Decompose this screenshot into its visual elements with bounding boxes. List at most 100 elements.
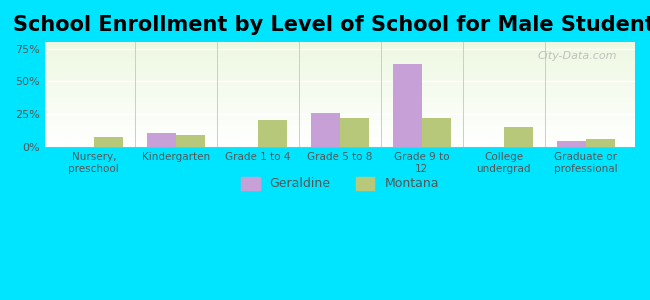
Bar [45, 43, 635, 44]
Bar [45, 123, 635, 124]
Bar [45, 99, 635, 100]
Bar [45, 77, 635, 78]
Bar [45, 134, 635, 136]
Bar [45, 59, 635, 60]
Bar [45, 143, 635, 144]
Bar [258, 120, 287, 147]
Bar [45, 92, 635, 94]
Bar [45, 116, 635, 117]
Bar [45, 124, 635, 125]
Bar [45, 61, 635, 62]
Bar [45, 60, 635, 61]
Bar [45, 131, 635, 132]
Bar [45, 104, 635, 105]
Bar [45, 125, 635, 126]
Bar [45, 85, 635, 86]
Bar [45, 62, 635, 63]
Bar [45, 69, 635, 70]
Bar [45, 52, 635, 54]
Bar [45, 109, 635, 110]
Bar [45, 122, 635, 123]
Bar [45, 102, 635, 103]
Bar [45, 54, 635, 55]
Bar [45, 128, 635, 129]
Bar [45, 98, 635, 99]
Bar [45, 119, 635, 120]
Bar [45, 83, 635, 84]
Bar [586, 139, 614, 147]
Bar [45, 118, 635, 119]
Bar [504, 128, 532, 147]
Bar [45, 140, 635, 141]
Bar [45, 81, 635, 82]
Bar [45, 121, 635, 122]
Bar [45, 120, 635, 121]
Bar [45, 88, 635, 89]
Bar [45, 55, 635, 56]
Bar [422, 118, 450, 147]
Bar [45, 108, 635, 109]
Legend: Geraldine, Montana: Geraldine, Montana [236, 172, 444, 196]
Bar [311, 113, 340, 147]
Bar [45, 73, 635, 74]
Bar [45, 129, 635, 130]
Bar [45, 94, 635, 96]
Bar [45, 48, 635, 50]
Bar [45, 111, 635, 112]
Bar [45, 56, 635, 57]
Bar [45, 117, 635, 118]
Bar [45, 46, 635, 47]
Bar [45, 70, 635, 71]
Bar [45, 144, 635, 145]
Bar [45, 76, 635, 77]
Bar [176, 135, 205, 147]
Bar [45, 90, 635, 92]
Bar [45, 84, 635, 85]
Bar [45, 74, 635, 75]
Bar [45, 112, 635, 113]
Bar [340, 118, 369, 147]
Bar [45, 65, 635, 66]
Bar [45, 145, 635, 146]
Bar [45, 113, 635, 115]
Bar [45, 142, 635, 143]
Bar [45, 110, 635, 111]
Bar [45, 82, 635, 83]
Bar [45, 115, 635, 116]
Bar [45, 79, 635, 80]
Bar [45, 58, 635, 59]
Bar [45, 96, 635, 97]
Bar [45, 89, 635, 90]
Bar [45, 106, 635, 107]
Bar [45, 136, 635, 138]
Bar [45, 105, 635, 106]
Bar [45, 87, 635, 88]
Bar [393, 64, 422, 147]
Text: City-Data.com: City-Data.com [538, 50, 618, 61]
Bar [45, 75, 635, 76]
Bar [45, 126, 635, 127]
Bar [45, 68, 635, 69]
Bar [45, 64, 635, 65]
Title: School Enrollment by Level of School for Male Students: School Enrollment by Level of School for… [13, 15, 650, 35]
Bar [45, 66, 635, 67]
Bar [45, 103, 635, 104]
Bar [45, 47, 635, 48]
Bar [45, 146, 635, 147]
Bar [45, 67, 635, 68]
Bar [45, 132, 635, 134]
Bar [45, 107, 635, 108]
Bar [45, 45, 635, 46]
Bar [557, 141, 586, 147]
Bar [45, 57, 635, 58]
Bar [45, 50, 635, 52]
Bar [45, 101, 635, 102]
Bar [45, 139, 635, 140]
Bar [45, 71, 635, 73]
Bar [45, 42, 635, 43]
Bar [45, 63, 635, 64]
Bar [45, 44, 635, 45]
Bar [45, 130, 635, 131]
Bar [45, 138, 635, 139]
Bar [45, 86, 635, 87]
